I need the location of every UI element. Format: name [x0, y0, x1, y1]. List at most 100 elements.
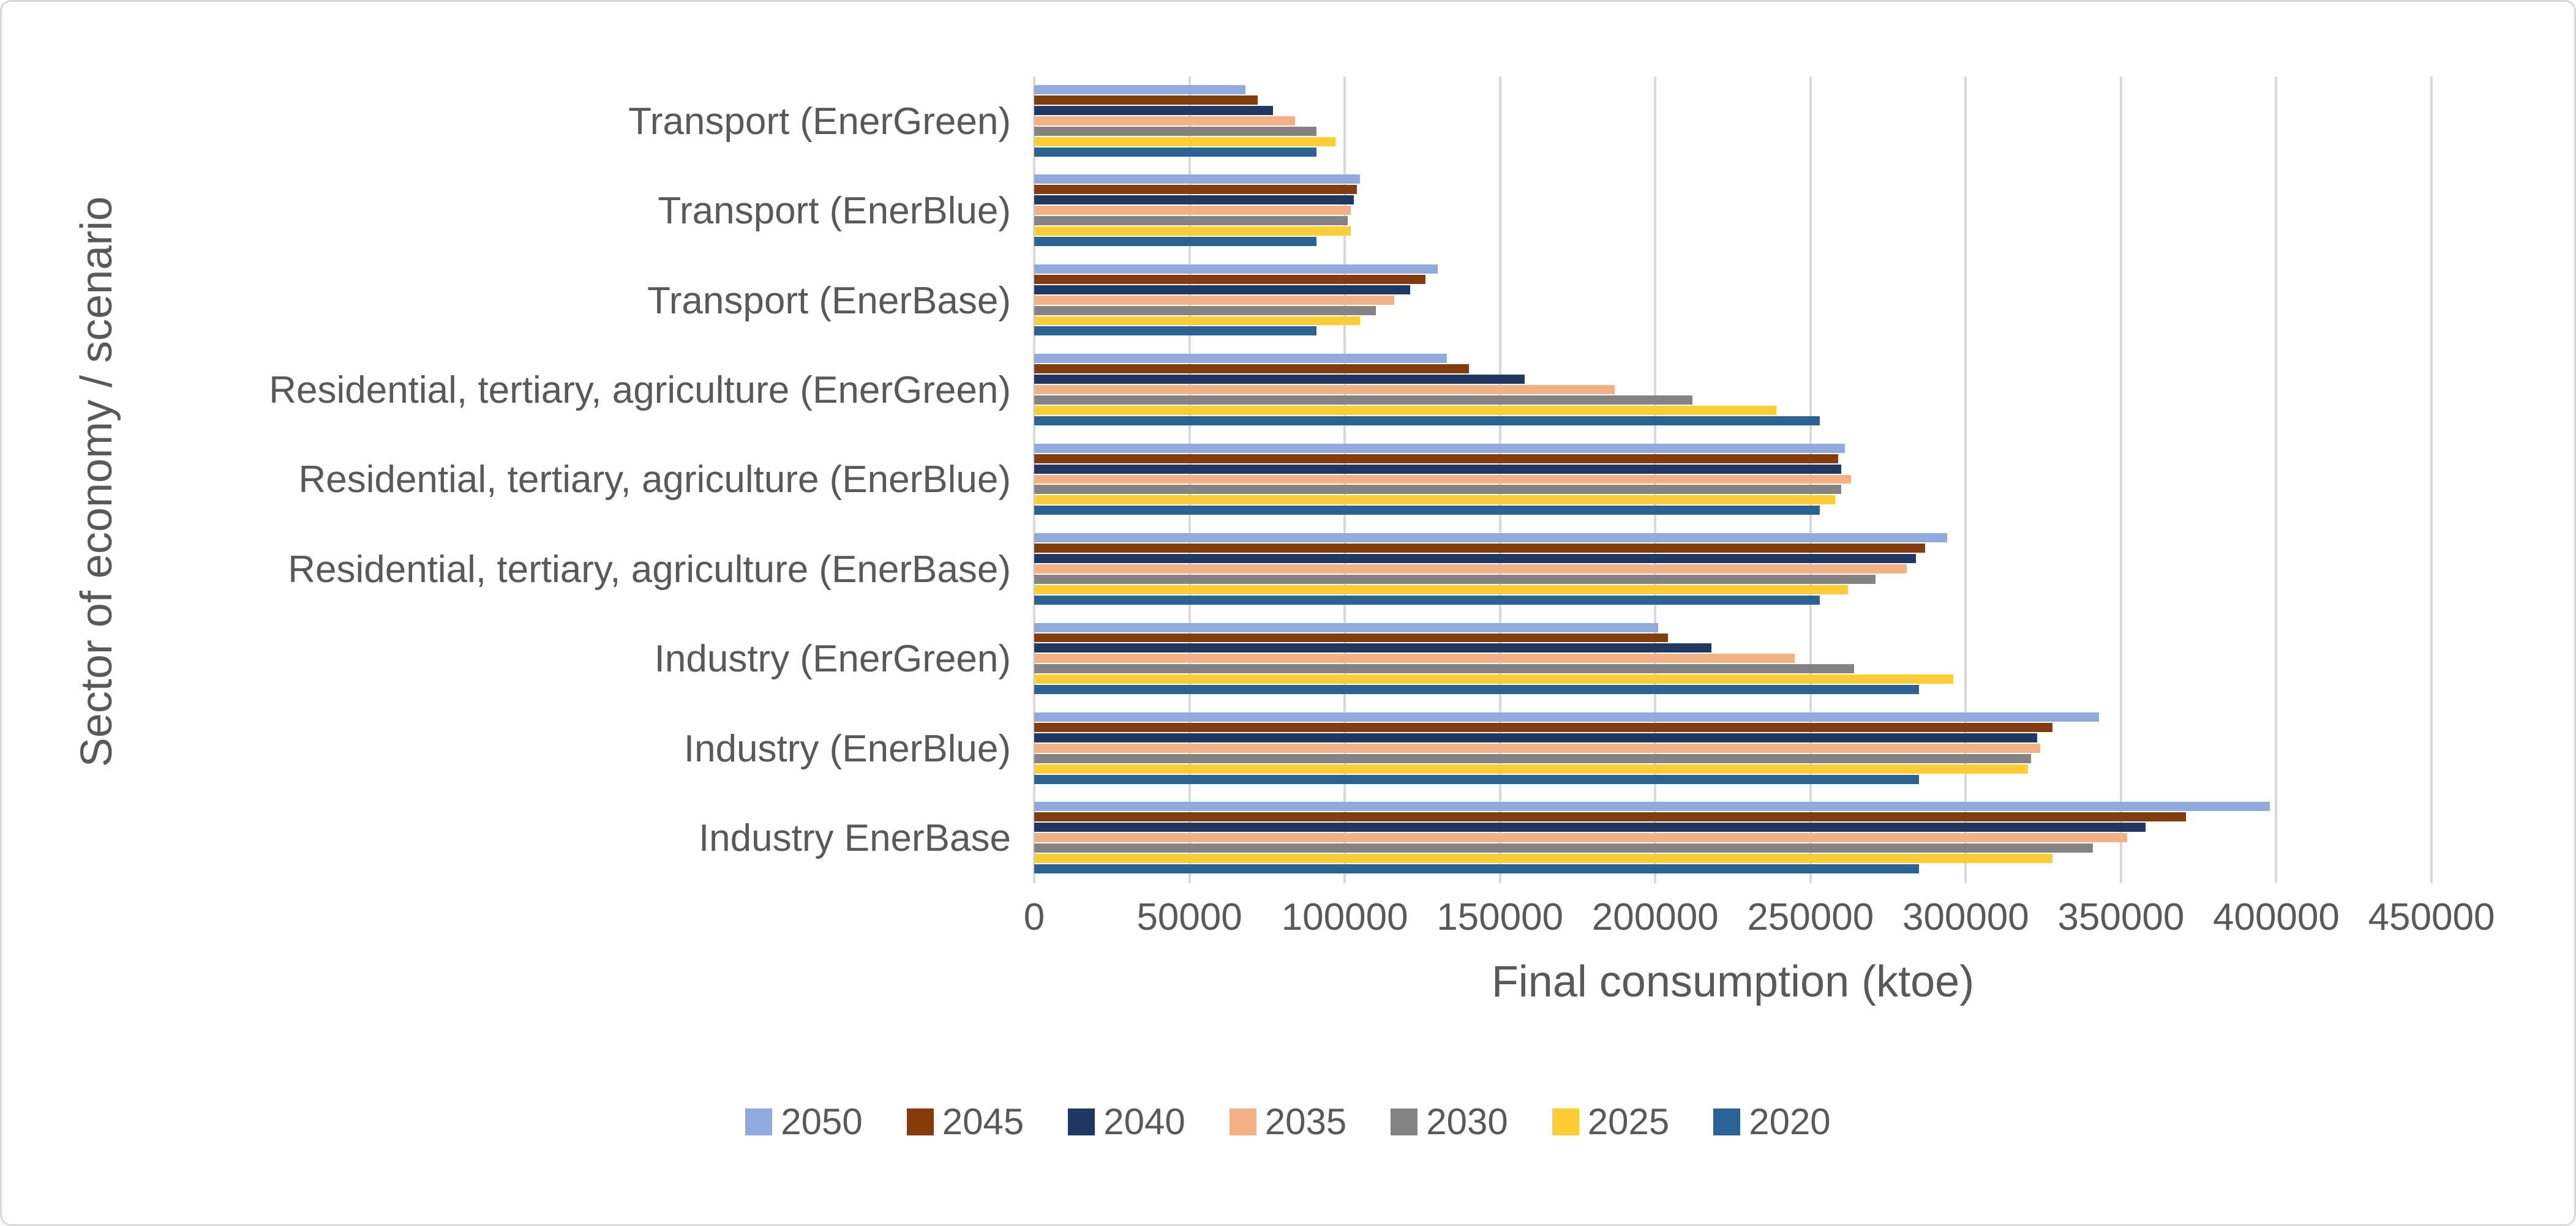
- bar-2030: [1034, 395, 1693, 405]
- x-tick-label: 0: [1023, 896, 1045, 938]
- bar-2045: [1034, 544, 1926, 553]
- category-label: Industry EnerBase: [698, 817, 1011, 860]
- bar-2035: [1034, 474, 1851, 484]
- bar-2035: [1034, 295, 1395, 305]
- bar-2025: [1034, 405, 1776, 415]
- legend-label: 2020: [1749, 1101, 1831, 1142]
- gridline: [1964, 77, 1967, 883]
- bar-2045: [1034, 274, 1425, 284]
- x-axis-title: Final consumption (ktoe): [1491, 957, 1975, 1006]
- legend-swatch-icon: [745, 1108, 773, 1135]
- bar-2035: [1034, 206, 1351, 215]
- bar-2025: [1034, 495, 1836, 505]
- legend-item-2035: 2035: [1229, 1101, 1347, 1143]
- x-tick-label: 250000: [1747, 896, 1874, 938]
- bar-2050: [1034, 84, 1245, 94]
- bar-2020: [1034, 864, 1920, 874]
- bar-2040: [1034, 733, 2037, 742]
- legend-item-2050: 2050: [745, 1101, 863, 1143]
- bar-2030: [1034, 574, 1876, 584]
- bar-2050: [1034, 712, 2100, 722]
- category-label: Industry (EnerBlue): [683, 727, 1011, 770]
- x-tick-label: 50000: [1136, 896, 1242, 938]
- bar-2040: [1034, 195, 1354, 205]
- bar-2030: [1034, 305, 1376, 315]
- gridline: [2430, 77, 2433, 883]
- bar-2045: [1034, 185, 1357, 195]
- bar-2035: [1034, 654, 1795, 663]
- bar-2020: [1034, 685, 1920, 695]
- bar-2020: [1034, 416, 1820, 425]
- bar-2045: [1034, 364, 1469, 374]
- bar-2045: [1034, 722, 2053, 732]
- bar-2040: [1034, 554, 1917, 563]
- legend-swatch-icon: [906, 1108, 934, 1135]
- bar-2030: [1034, 753, 2031, 763]
- bar-2025: [1034, 136, 1335, 146]
- category-label: Residential, tertiary, agriculture (Ener…: [288, 548, 1011, 591]
- category-label: Transport (EnerBlue): [658, 190, 1011, 233]
- bar-2050: [1034, 354, 1448, 364]
- bar-2050: [1034, 443, 1845, 453]
- x-tick-label: 450000: [2368, 896, 2495, 938]
- legend-item-2045: 2045: [906, 1101, 1024, 1143]
- bar-2020: [1034, 506, 1820, 515]
- bar-2040: [1034, 823, 2146, 832]
- bar-2025: [1034, 764, 2028, 774]
- legend-swatch-icon: [1552, 1108, 1579, 1135]
- bar-2040: [1034, 464, 1842, 474]
- bar-2050: [1034, 533, 1947, 543]
- bar-2030: [1034, 216, 1348, 226]
- bar-2040: [1034, 105, 1274, 115]
- bar-2030: [1034, 843, 2093, 853]
- bar-2050: [1034, 802, 2270, 812]
- category-label: Residential, tertiary, agriculture (Ener…: [298, 458, 1011, 501]
- bar-2050: [1034, 264, 1438, 274]
- legend-label: 2035: [1264, 1101, 1347, 1142]
- bar-2035: [1034, 385, 1615, 395]
- legend-label: 2030: [1426, 1101, 1508, 1142]
- legend-swatch-icon: [1713, 1108, 1741, 1135]
- bar-2030: [1034, 485, 1842, 495]
- legend-item-2040: 2040: [1068, 1101, 1185, 1143]
- legend-item-2020: 2020: [1713, 1101, 1831, 1143]
- legend-label: 2050: [781, 1101, 863, 1142]
- bar-2035: [1034, 743, 2041, 753]
- bar-2025: [1034, 585, 1848, 594]
- bar-2020: [1034, 147, 1317, 157]
- category-label: Transport (EnerGreen): [628, 100, 1011, 143]
- legend-label: 2040: [1103, 1101, 1185, 1142]
- gridline: [2275, 77, 2278, 883]
- bar-2040: [1034, 375, 1525, 384]
- legend-swatch-icon: [1229, 1108, 1256, 1135]
- gridline: [2119, 77, 2122, 883]
- plot-area: [1033, 77, 2433, 883]
- bar-2020: [1034, 237, 1317, 246]
- legend-label: 2025: [1587, 1101, 1670, 1142]
- bar-2050: [1034, 622, 1659, 632]
- bar-2040: [1034, 643, 1711, 653]
- bar-2020: [1034, 595, 1820, 605]
- x-tick-label: 300000: [1902, 896, 2029, 938]
- chart-legend: 2050 2045 2040 2035 2030 2025 2020: [2, 1101, 2574, 1143]
- x-tick-label: 100000: [1281, 896, 1408, 938]
- bar-2030: [1034, 126, 1317, 136]
- category-label: Residential, tertiary, agriculture (Ener…: [269, 369, 1011, 411]
- y-axis-title: Sector of economy / scenario: [72, 196, 121, 768]
- bar-2025: [1034, 854, 2053, 864]
- bar-2025: [1034, 226, 1351, 236]
- bar-2045: [1034, 633, 1668, 643]
- bar-2050: [1034, 174, 1361, 184]
- category-label: Transport (EnerBase): [647, 279, 1011, 322]
- bar-2045: [1034, 454, 1839, 463]
- bar-2025: [1034, 316, 1361, 326]
- bar-2045: [1034, 812, 2187, 822]
- bar-2040: [1034, 285, 1410, 294]
- x-tick-label: 350000: [2057, 896, 2185, 938]
- x-tick-label: 200000: [1591, 896, 1719, 938]
- legend-label: 2045: [942, 1101, 1024, 1142]
- x-tick-label: 400000: [2212, 896, 2340, 938]
- legend-item-2025: 2025: [1552, 1101, 1669, 1143]
- category-label: Industry (EnerGreen): [654, 638, 1011, 681]
